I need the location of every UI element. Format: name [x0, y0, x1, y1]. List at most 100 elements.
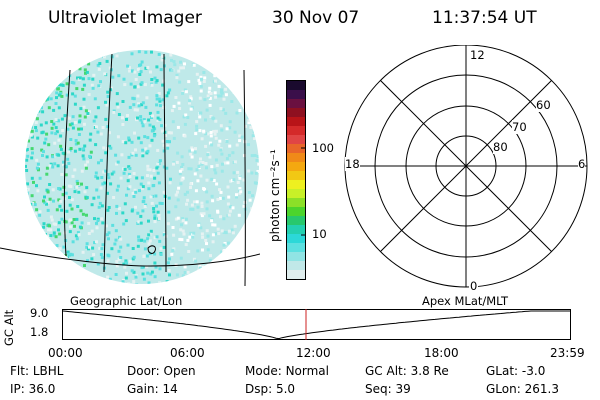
speckle-dot	[52, 199, 55, 203]
speckle-dot	[94, 143, 98, 147]
speckle-dot	[187, 80, 191, 84]
speckle-dot	[158, 99, 162, 103]
speckle-dot	[156, 288, 159, 290]
speckle-dot	[86, 259, 89, 263]
speckle-dot	[204, 118, 207, 122]
speckle-dot	[232, 178, 236, 182]
speckle-dot	[82, 105, 86, 109]
speckle-dot	[35, 158, 39, 162]
speckle-dot	[182, 66, 185, 70]
speckle-dot	[153, 76, 157, 80]
speckle-dot	[171, 120, 175, 124]
speckle-dot	[56, 164, 60, 168]
speckle-dot	[194, 189, 198, 193]
speckle-dot	[166, 91, 170, 95]
speckle-dot	[258, 174, 259, 178]
speckle-dot	[53, 76, 57, 80]
speckle-dot	[69, 252, 73, 256]
speckle-dot	[158, 239, 162, 243]
speckle-dot	[27, 238, 31, 241]
speckle-dot	[40, 101, 44, 105]
altitude-curve	[62, 310, 570, 340]
speckle-dot	[29, 125, 33, 129]
speckle-dot	[67, 150, 70, 154]
speckle-dot	[243, 56, 247, 60]
speckle-dot	[214, 79, 217, 83]
speckle-dot	[113, 242, 117, 246]
speckle-dot	[62, 160, 65, 164]
speckle-dot	[106, 90, 110, 94]
speckle-dot	[200, 201, 204, 205]
speckle-dot	[157, 52, 161, 56]
speckle-dot	[55, 244, 59, 247]
speckle-dot	[192, 200, 196, 204]
speckle-dot	[180, 278, 184, 282]
speckle-dot	[132, 280, 136, 284]
speckle-dot	[216, 264, 220, 268]
speckle-dot	[57, 187, 61, 190]
speckle-dot	[222, 276, 226, 280]
speckle-dot	[97, 279, 101, 283]
speckle-dot	[43, 55, 47, 59]
colorbar-swatch	[287, 99, 305, 109]
speckle-dot	[179, 60, 182, 64]
speckle-dot	[63, 61, 67, 65]
speckle-dot	[204, 54, 208, 58]
colorbar-swatch	[287, 261, 305, 271]
speckle-dot	[140, 176, 144, 180]
speckle-dot	[138, 63, 141, 67]
speckle-dot	[198, 115, 202, 119]
speckle-dot	[38, 63, 42, 66]
speckle-dot	[55, 96, 58, 100]
speckle-dot	[73, 102, 77, 106]
speckle-dot	[218, 266, 221, 270]
speckle-dot	[166, 286, 169, 289]
speckle-dot	[198, 161, 202, 165]
speckle-dot	[184, 243, 188, 247]
speckle-dot	[125, 261, 128, 265]
speckle-dot	[99, 80, 102, 84]
speckle-dot	[127, 282, 131, 284]
speckle-dot	[107, 237, 110, 241]
speckle-dot	[200, 137, 204, 141]
colorbar-tick-label-100: 100	[312, 141, 334, 155]
speckle-dot	[47, 106, 51, 110]
speckle-dot	[128, 185, 132, 189]
speckle-dot	[127, 155, 131, 159]
speckle-dot	[238, 176, 242, 180]
speckle-dot	[180, 165, 183, 169]
speckle-dot	[128, 259, 132, 263]
speckle-dot	[68, 123, 72, 127]
speckle-dot	[256, 194, 259, 197]
speckle-dot	[96, 176, 100, 180]
speckle-dot	[126, 187, 130, 191]
speckle-dot	[99, 158, 103, 162]
speckle-dot	[53, 141, 57, 145]
speckle-dot	[217, 232, 221, 236]
speckle-dot	[207, 268, 211, 272]
speckle-dot	[78, 147, 82, 151]
speckle-dot	[105, 103, 109, 107]
speckle-dot	[54, 235, 58, 239]
speckle-dot	[111, 75, 115, 79]
speckle-dot	[160, 58, 164, 62]
speckle-dot	[180, 238, 184, 242]
speckle-dot	[88, 138, 92, 142]
speckle-dot	[76, 182, 80, 185]
speckle-dot	[44, 137, 48, 141]
speckle-dot	[71, 240, 75, 244]
speckle-dot	[240, 80, 244, 84]
speckle-dot	[256, 204, 259, 208]
speckle-dot	[257, 206, 259, 210]
speckle-dot	[35, 166, 39, 170]
speckle-dot	[156, 164, 160, 168]
speckle-dot	[197, 270, 201, 274]
speckle-dot	[35, 208, 39, 212]
speckle-dot	[197, 268, 201, 272]
speckle-dot	[224, 93, 228, 97]
speckle-dot	[155, 79, 159, 83]
speckle-dot	[85, 245, 89, 249]
lat-label-60: 60	[536, 98, 551, 112]
speckle-dot	[237, 240, 241, 244]
speckle-dot	[166, 144, 170, 148]
